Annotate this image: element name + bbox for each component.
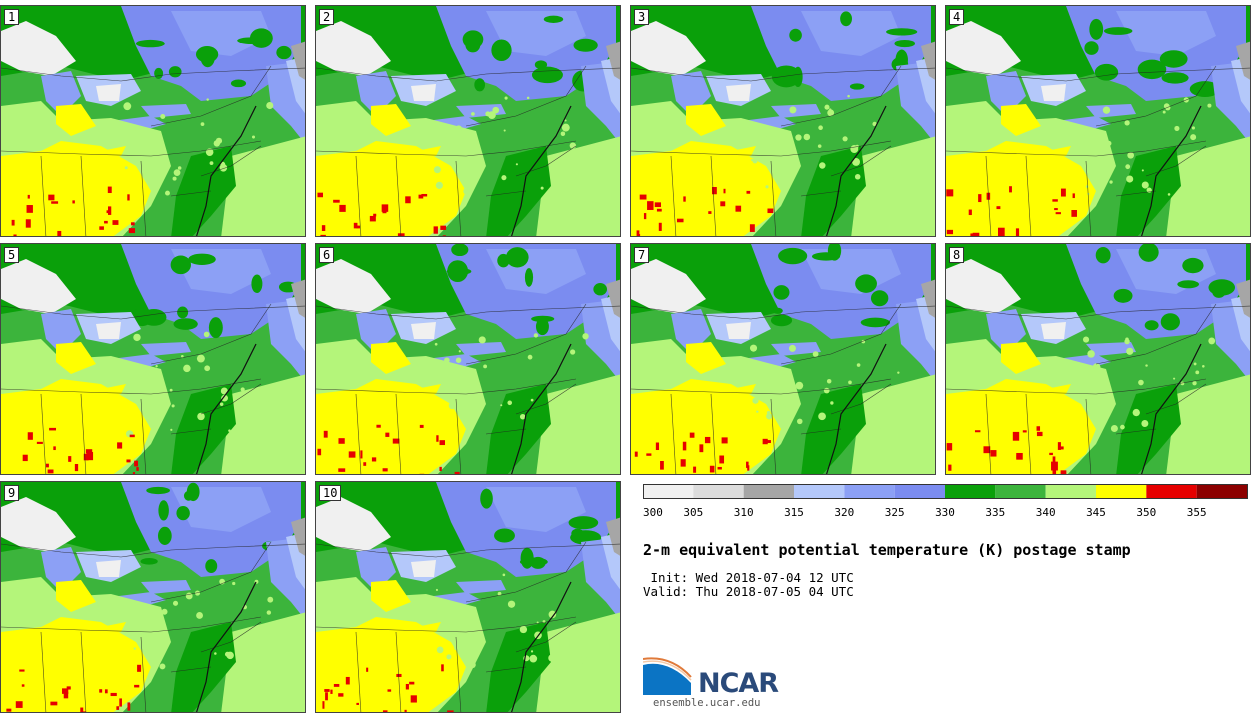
ensemble-member-panel: 5 xyxy=(0,243,306,475)
ensemble-member-panel: 3 xyxy=(630,5,936,237)
theta-e-map xyxy=(1,244,305,474)
member-number-label: 8 xyxy=(949,247,965,263)
member-number-label: 10 xyxy=(319,485,342,501)
colorbar-swatch xyxy=(1045,484,1096,498)
ncar-logo-text: NCAR xyxy=(698,668,779,699)
ensemble-member-panel: 8 xyxy=(945,243,1251,475)
theta-e-map xyxy=(316,244,620,474)
colorbar-tick-label: 315 xyxy=(784,506,804,519)
member-number-label: 9 xyxy=(4,485,20,501)
colorbar-frame xyxy=(643,484,1248,499)
colorbar-tick-label: 335 xyxy=(985,506,1005,519)
member-number-label: 1 xyxy=(4,9,20,25)
colorbar-tick-label: 325 xyxy=(885,506,905,519)
member-number-label: 4 xyxy=(949,9,965,25)
theta-e-map xyxy=(1,6,305,236)
theta-e-map xyxy=(946,6,1250,236)
ensemble-member-panel: 1 xyxy=(0,5,306,237)
member-number-label: 2 xyxy=(319,9,335,25)
colorbar-swatch xyxy=(1196,484,1247,498)
colorbar-tick-label: 330 xyxy=(935,506,955,519)
ensemble-member-panel: 2 xyxy=(315,5,621,237)
colorbar-tick-label: 355 xyxy=(1187,506,1207,519)
member-number-label: 5 xyxy=(4,247,20,263)
valid-time: Valid: Thu 2018-07-05 04 UTC xyxy=(643,584,854,599)
ncar-logo-icon xyxy=(643,655,693,695)
colorbar-tick-label: 300 xyxy=(643,506,663,519)
theta-e-map xyxy=(316,6,620,236)
colorbar-swatch xyxy=(894,484,945,498)
colorbar-swatch xyxy=(1096,484,1147,498)
colorbar-swatch xyxy=(945,484,996,498)
colorbar: 300 305 310 315 320 325 330 335 340 345 350 355 xyxy=(643,484,1248,519)
theta-e-map xyxy=(316,482,620,712)
ensemble-member-panel: 4 xyxy=(945,5,1251,237)
chart-title: 2-m equivalent potential temperature (K)… xyxy=(643,541,1131,559)
colorbar-swatch xyxy=(995,484,1046,498)
ensemble-member-panel: 9 xyxy=(0,481,306,713)
theta-e-map xyxy=(946,244,1250,474)
colorbar-swatch xyxy=(1146,484,1197,498)
colorbar-tick-label: 305 xyxy=(683,506,703,519)
site-url: ensemble.ucar.edu xyxy=(653,697,761,709)
colorbar-tick-label: 350 xyxy=(1136,506,1156,519)
colorbar-swatch xyxy=(844,484,895,498)
theta-e-map xyxy=(631,6,935,236)
theta-e-map xyxy=(1,482,305,712)
colorbar-swatch xyxy=(743,484,794,498)
colorbar-swatch xyxy=(693,484,744,498)
ensemble-member-panel: 7 xyxy=(630,243,936,475)
ensemble-member-panel: 10 xyxy=(315,481,621,713)
colorbar-swatch xyxy=(643,484,694,498)
init-time: Init: Wed 2018-07-04 12 UTC xyxy=(643,570,854,585)
colorbar-tick-label: 320 xyxy=(834,506,854,519)
ensemble-member-panel: 6 xyxy=(315,243,621,475)
colorbar-swatch xyxy=(794,484,845,498)
colorbar-tick-label: 340 xyxy=(1036,506,1056,519)
colorbar-tick-label: 345 xyxy=(1086,506,1106,519)
theta-e-map xyxy=(631,244,935,474)
member-number-label: 7 xyxy=(634,247,650,263)
member-number-label: 3 xyxy=(634,9,650,25)
member-number-label: 6 xyxy=(319,247,335,263)
colorbar-tick-label: 310 xyxy=(734,506,754,519)
